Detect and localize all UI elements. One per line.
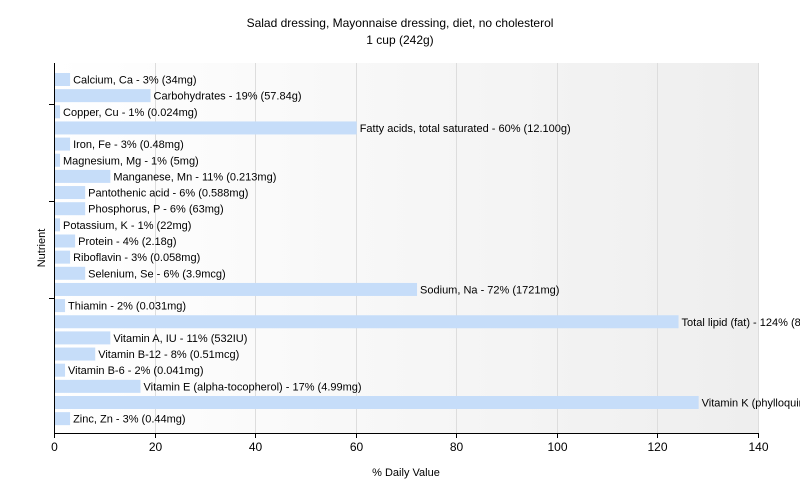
chart-title: Salad dressing, Mayonnaise dressing, die… [247,16,554,30]
bar-label: Phosphorus, P - 6% (63mg) [88,204,224,216]
x-tick-label: 100 [547,440,567,454]
x-tick-label: 80 [450,440,464,454]
bar [55,379,141,393]
bar [55,186,86,200]
bar [55,331,111,345]
bar [55,266,86,280]
bar-label: Iron, Fe - 3% (0.48mg) [73,139,184,151]
bar [55,282,418,296]
bar [55,169,111,183]
bar-label: Carbohydrates - 19% (57.84g) [154,91,302,103]
bar [55,412,71,426]
bar-label: Vitamin B-12 - 8% (0.51mcg) [98,349,239,361]
x-tick-label: 60 [350,440,364,454]
x-tick-label: 20 [149,440,163,454]
y-axis-label: Nutrient [36,229,48,268]
bar [55,363,66,377]
bar [55,105,61,119]
bar-label: Riboflavin - 3% (0.058mg) [73,252,200,264]
bar-label: Vitamin A, IU - 11% (532IU) [113,333,247,345]
bar-label: Calcium, Ca - 3% (34mg) [73,75,196,87]
bar-label: Total lipid (fat) - 124% (80.83g) [682,317,800,329]
bar [55,299,66,313]
bar [55,218,61,232]
bar [55,234,76,248]
bar [55,396,699,409]
x-tick-label: 0 [51,440,58,454]
bar-label: Vitamin K (phylloquinone) - 128% (102.1m… [702,398,800,410]
bar-label: Protein - 4% (2.18g) [78,236,176,248]
bar-label: Thiamin - 2% (0.031mg) [68,301,186,313]
axes: 0 20 40 60 80 100 120 140 [49,63,769,454]
bar [55,121,357,135]
bar-label: Magnesium, Mg - 1% (5mg) [63,155,199,167]
bar [55,137,71,151]
bar-label: Potassium, K - 1% (22mg) [63,220,191,232]
bar-label: Vitamin E (alpha-tocopherol) - 17% (4.99… [143,381,361,393]
bar [55,153,61,167]
bar-label: Selenium, Se - 6% (3.9mcg) [88,268,226,280]
x-axis-label: % Daily Value [372,467,440,479]
bar-label: Zinc, Zn - 3% (0.44mg) [73,414,185,426]
bar [55,73,71,86]
bar [55,347,96,361]
bar-label: Vitamin B-6 - 2% (0.041mg) [68,365,204,377]
chart-subtitle: 1 cup (242g) [366,33,433,47]
bar-label: Copper, Cu - 1% (0.024mg) [63,107,198,119]
x-tick-label: 40 [249,440,263,454]
bar [55,315,679,329]
x-tick-label: 140 [748,440,768,454]
bar [55,250,71,264]
bar [55,89,151,103]
bars: Calcium, Ca - 3% (34mg) Carbohydrates - 1… [55,73,800,426]
bar-label: Sodium, Na - 72% (1721mg) [420,284,559,296]
bar-label: Manganese, Mn - 11% (0.213mg) [113,171,276,183]
x-tick-label: 120 [647,440,667,454]
bar-label: Pantothenic acid - 6% (0.588mg) [88,188,248,200]
bar [55,202,86,216]
bar-label: Fatty acids, total saturated - 60% (12.1… [360,123,571,135]
